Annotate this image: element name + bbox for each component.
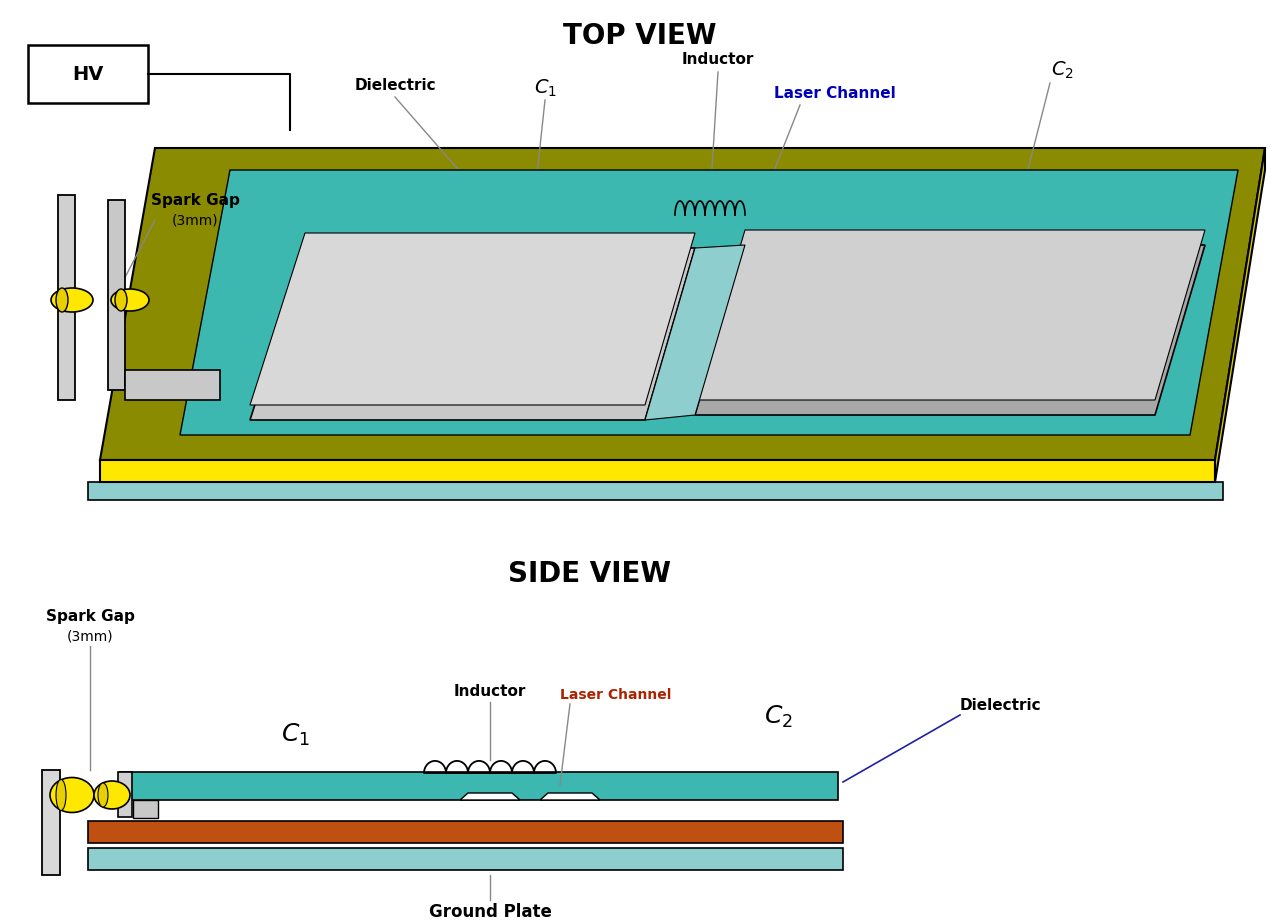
Bar xyxy=(42,770,60,875)
Ellipse shape xyxy=(56,780,66,810)
Text: (3mm): (3mm) xyxy=(66,629,114,643)
Ellipse shape xyxy=(115,289,126,311)
Text: Dielectric: Dielectric xyxy=(959,698,1041,712)
Text: SIDE VIEW: SIDE VIEW xyxy=(508,560,672,588)
Polygon shape xyxy=(250,248,695,420)
Polygon shape xyxy=(540,793,600,800)
Ellipse shape xyxy=(94,781,130,809)
Text: $C_1$: $C_1$ xyxy=(534,78,557,99)
Bar xyxy=(117,772,132,817)
Text: Ground Plate: Ground Plate xyxy=(429,903,552,921)
Ellipse shape xyxy=(111,289,149,311)
Ellipse shape xyxy=(50,777,94,812)
Bar xyxy=(88,821,843,843)
Polygon shape xyxy=(695,245,1205,415)
Text: $C_1$: $C_1$ xyxy=(281,722,309,748)
Text: HV: HV xyxy=(73,65,103,83)
Text: Spark Gap: Spark Gap xyxy=(151,192,240,208)
Polygon shape xyxy=(57,195,75,400)
Ellipse shape xyxy=(56,288,68,312)
Polygon shape xyxy=(100,460,1214,482)
Ellipse shape xyxy=(51,288,93,312)
Polygon shape xyxy=(125,370,220,400)
Bar xyxy=(133,800,158,818)
Text: Inductor: Inductor xyxy=(453,685,526,699)
Bar xyxy=(88,848,843,870)
Polygon shape xyxy=(88,482,1223,500)
Text: Laser Channel: Laser Channel xyxy=(774,86,896,101)
Polygon shape xyxy=(645,245,744,420)
Text: (3mm): (3mm) xyxy=(171,213,218,227)
Text: Dielectric: Dielectric xyxy=(354,78,435,92)
Polygon shape xyxy=(100,148,1266,460)
Polygon shape xyxy=(250,233,695,405)
Ellipse shape xyxy=(98,783,109,807)
Text: Spark Gap: Spark Gap xyxy=(46,610,134,625)
Polygon shape xyxy=(180,170,1237,435)
Text: $C_2$: $C_2$ xyxy=(764,704,793,730)
Text: TOP VIEW: TOP VIEW xyxy=(563,22,716,50)
Polygon shape xyxy=(1214,148,1266,482)
Polygon shape xyxy=(460,793,520,800)
FancyBboxPatch shape xyxy=(28,45,148,103)
Polygon shape xyxy=(695,230,1205,400)
Polygon shape xyxy=(109,200,125,390)
Text: Laser Channel: Laser Channel xyxy=(561,688,672,702)
Text: $C_2$: $C_2$ xyxy=(1051,59,1074,80)
Bar xyxy=(120,772,838,800)
Text: Inductor: Inductor xyxy=(682,53,755,67)
